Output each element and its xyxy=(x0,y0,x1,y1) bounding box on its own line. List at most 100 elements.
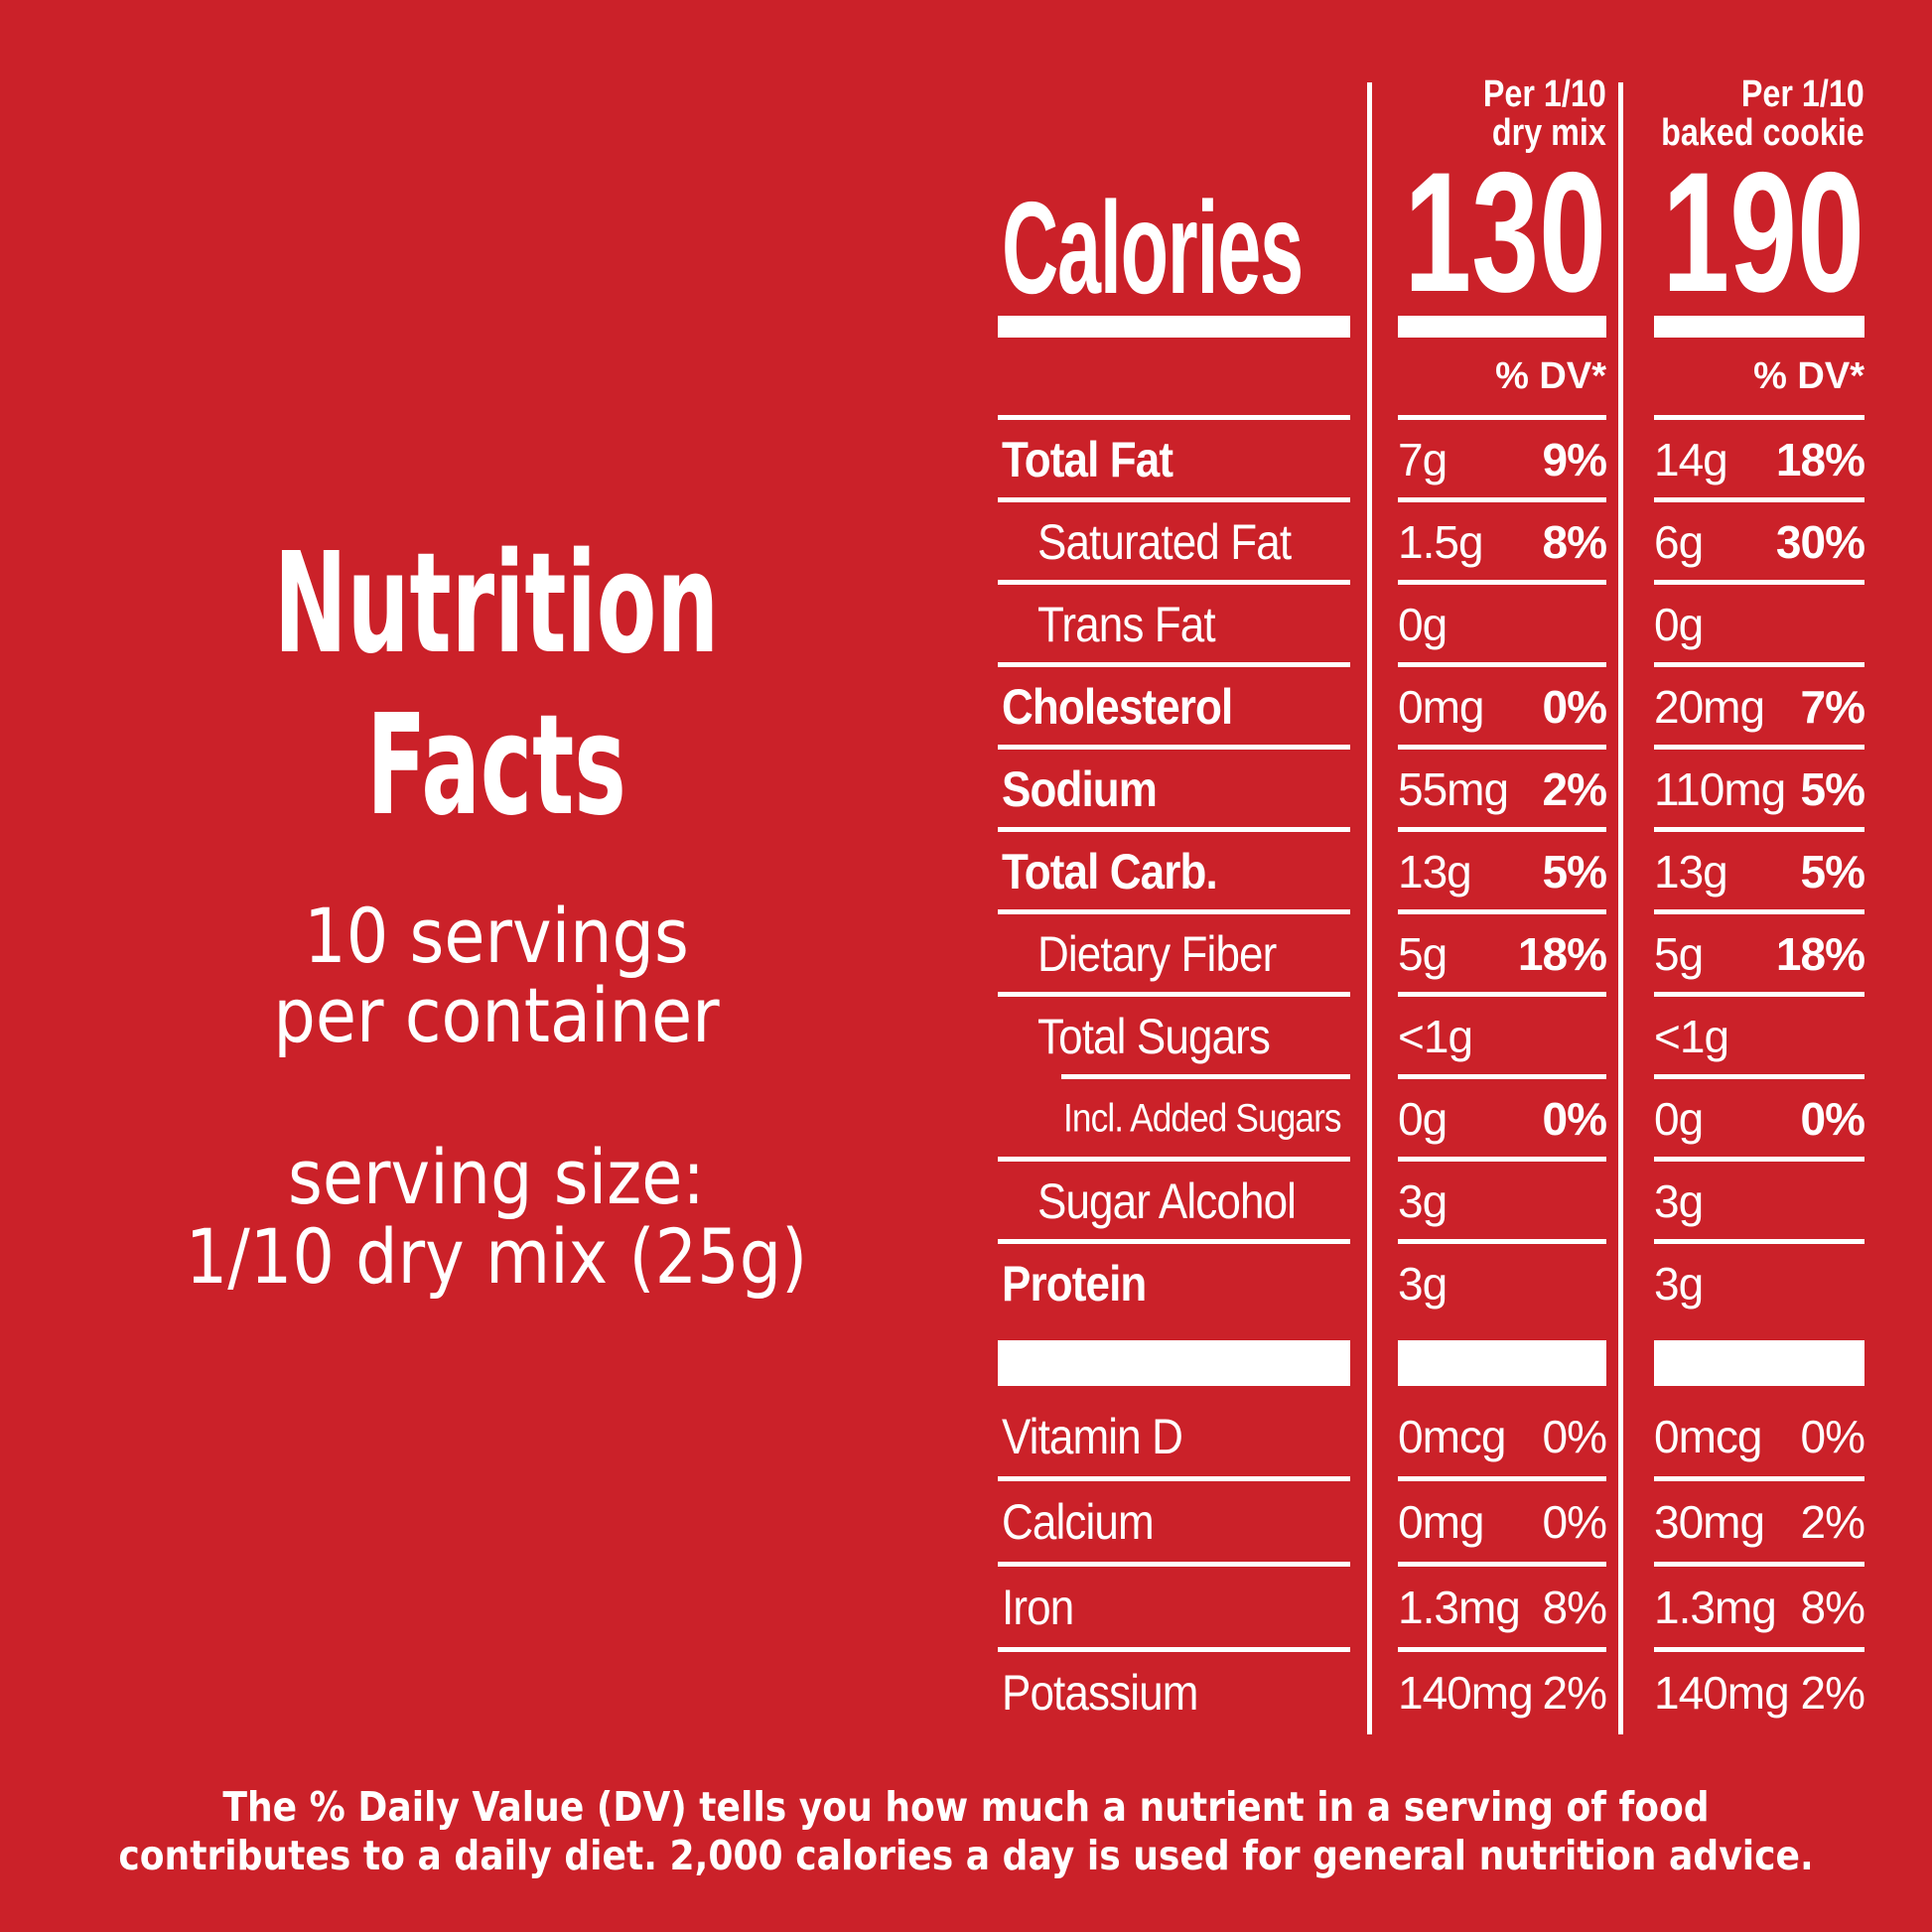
nutrient-label: Sodium xyxy=(1002,760,1158,817)
daily-value-percent: 0% xyxy=(1800,1092,1865,1145)
value-pair: 0g 0% xyxy=(1398,1077,1607,1160)
row-value-cell: 1.3mg 8% xyxy=(1372,1565,1623,1652)
thick-rule xyxy=(1398,316,1606,338)
daily-value-percent: 5% xyxy=(1800,845,1865,897)
daily-value-percent: 0% xyxy=(1542,1092,1607,1145)
dv-header-cell: % DV* xyxy=(1372,344,1623,420)
separator-rule xyxy=(1398,497,1606,502)
amount-value: 3g xyxy=(1654,1257,1704,1310)
daily-value-percent: 5% xyxy=(1542,845,1607,897)
row-label-cell: Iron xyxy=(998,1565,1372,1652)
separator-bar xyxy=(1654,1340,1864,1386)
value-pair: 0g xyxy=(1398,583,1606,665)
row-label-cell: Protein xyxy=(998,1242,1372,1324)
dry-mix-column-header: Per 1/10 dry mix xyxy=(1483,75,1606,153)
nutrient-label: Cholesterol xyxy=(1002,678,1233,735)
separator-rule xyxy=(1398,745,1606,750)
value-pair: 13g 5% xyxy=(1398,830,1607,912)
separator-cell xyxy=(1623,1324,1876,1394)
row-value-cell: 13g 5% xyxy=(1623,830,1876,914)
amount-value: <1g xyxy=(1654,1010,1729,1062)
daily-value-percent: 7% xyxy=(1800,680,1865,733)
separator-rule xyxy=(1061,1074,1350,1079)
nutrient-label: Incl. Added Sugars xyxy=(1063,1096,1342,1140)
value-pair: 0mcg 0% xyxy=(1398,1394,1607,1479)
daily-value-percent: 2% xyxy=(1800,1496,1865,1548)
daily-value-percent: 18% xyxy=(1775,927,1865,980)
header-line: Per 1/10 xyxy=(1483,73,1606,115)
amount-value: 3g xyxy=(1398,1257,1448,1310)
table-row: Incl. Added Sugars 0g 0% 0g 0% xyxy=(998,1077,1876,1162)
row-value-cell: 0mg 0% xyxy=(1372,665,1623,750)
row-label-cell: Incl. Added Sugars xyxy=(998,1077,1372,1162)
value-pair: 14g 18% xyxy=(1654,418,1865,500)
row-value-cell: 0g 0% xyxy=(1372,1077,1623,1162)
separator-rule xyxy=(1398,992,1606,997)
nutrient-label: Sugar Alcohol xyxy=(1037,1173,1297,1229)
row-value-cell: 0mg 0% xyxy=(1372,1479,1623,1567)
row-label-cell: Cholesterol xyxy=(998,665,1372,750)
title-line-2: Facts xyxy=(366,685,626,847)
table-row: Potassium 140mg 2% 140mg 2% xyxy=(998,1650,1876,1735)
value-pair: 3g xyxy=(1398,1242,1606,1324)
calories-label-cell: Calories xyxy=(998,149,1372,344)
value-pair: 1.3mg 8% xyxy=(1398,1565,1607,1650)
nutrient-label: Trans Fat xyxy=(1037,596,1216,652)
daily-value-percent: 0% xyxy=(1800,1411,1865,1462)
value-pair: 0g xyxy=(1654,583,1864,665)
vitamin-rows: Vitamin D 0mcg 0% 0mcg 0% Calcium 0mg 0% 30mg 2% I… xyxy=(998,1394,1876,1735)
row-value-cell: 0g 0% xyxy=(1623,1077,1876,1162)
separator-rule xyxy=(998,1647,1350,1652)
separator-rule xyxy=(998,1562,1350,1567)
separator-rule xyxy=(1398,415,1606,420)
amount-value: 20mg xyxy=(1654,680,1765,733)
row-label-cell: Sugar Alcohol xyxy=(998,1160,1372,1244)
nutrient-label: Protein xyxy=(1002,1255,1147,1311)
nutrient-label: Potassium xyxy=(1002,1665,1198,1721)
amount-value: 1.5g xyxy=(1398,515,1484,568)
separator-rule xyxy=(1398,662,1606,667)
nutrition-table: Per 1/10 dry mix Per 1/10 baked cookie C… xyxy=(998,65,1876,1737)
amount-value: 1.3mg xyxy=(1654,1582,1777,1633)
table-row: Iron 1.3mg 8% 1.3mg 8% xyxy=(998,1565,1876,1652)
calories-label: Calories xyxy=(1002,175,1304,321)
value-pair: 0g 0% xyxy=(1654,1077,1865,1160)
daily-value-percent: 18% xyxy=(1517,927,1607,980)
separator-rule xyxy=(998,1476,1350,1481)
amount-value: 55mg xyxy=(1398,762,1509,815)
calories-value-dry-mix: 130 xyxy=(1404,137,1606,328)
header-line: Per 1/10 xyxy=(1741,73,1864,115)
value-pair: 110mg 5% xyxy=(1654,748,1865,830)
amount-value: 3g xyxy=(1654,1174,1704,1227)
amount-value: 6g xyxy=(1654,515,1704,568)
header-line: baked cookie xyxy=(1661,112,1864,154)
row-value-cell: <1g xyxy=(1372,995,1623,1079)
row-value-cell: 110mg 5% xyxy=(1623,748,1876,832)
separator-rule xyxy=(1654,1074,1864,1079)
value-pair: <1g xyxy=(1654,995,1864,1077)
baked-cookie-header-cell: Per 1/10 baked cookie xyxy=(1623,65,1876,153)
daily-value-percent: 0% xyxy=(1542,1411,1607,1462)
row-label-cell: Total Carb. xyxy=(998,830,1372,914)
table-row: Sodium 55mg 2% 110mg 5% xyxy=(998,748,1876,832)
row-value-cell: 13g 5% xyxy=(1372,830,1623,914)
row-label-cell: Total Fat xyxy=(998,418,1372,502)
amount-value: 13g xyxy=(1398,845,1472,897)
calories-value-baked-cookie: 190 xyxy=(1662,137,1864,328)
separator-rule xyxy=(1398,1562,1606,1567)
row-label-cell: Total Sugars xyxy=(998,995,1372,1079)
daily-value-percent: 9% xyxy=(1542,433,1607,485)
nutrient-label: Total Carb. xyxy=(1002,843,1218,899)
nutrient-label: Total Fat xyxy=(1002,431,1173,487)
servings-per-container: 10 servings per container xyxy=(60,897,933,1055)
separator-rule xyxy=(1398,1157,1606,1162)
separator-rule xyxy=(1654,415,1864,420)
serving-size: serving size: 1/10 dry mix (25g) xyxy=(60,1138,933,1297)
row-value-cell: 0mcg 0% xyxy=(1372,1394,1623,1481)
value-pair: 55mg 2% xyxy=(1398,748,1607,830)
separator-rule xyxy=(1654,827,1864,832)
row-value-cell: 3g xyxy=(1623,1160,1876,1244)
row-label-cell: Calcium xyxy=(998,1479,1372,1567)
separator-rule xyxy=(1654,580,1864,585)
row-value-cell: 140mg 2% xyxy=(1623,1650,1876,1735)
